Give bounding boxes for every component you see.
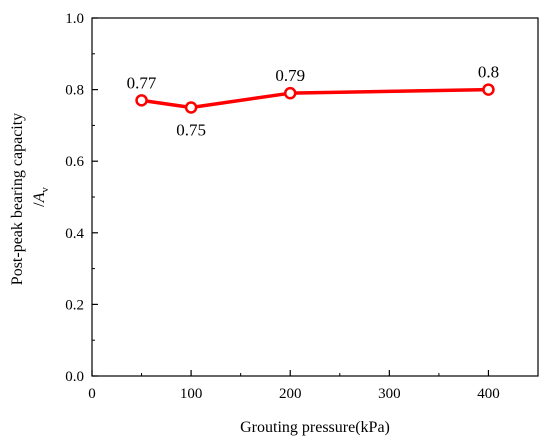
data-label: 0.75 [176,121,206,140]
x-axis-title: Grouting pressure(kPa) [240,419,390,436]
y-tick-label: 1.0 [65,11,84,27]
x-axis-ticks: 0 100 200 300 400 [88,370,500,402]
y-axis-title-subscript: v [39,187,51,193]
x-tick-label: 400 [477,386,500,402]
y-tick-label: 0.6 [65,154,84,170]
data-point [135,94,148,107]
y-tick-label: 0.4 [65,226,84,242]
y-axis-ticks: 0.0 0.2 0.4 0.6 0.8 1.0 [65,11,98,385]
plot-area [91,17,539,377]
data-label: 0.77 [127,73,157,92]
y-axis-title: Post-peak bearing capacity /Av [9,109,51,285]
series-line [141,87,489,110]
y-axis-title-line1: Post-peak bearing capacity [9,113,26,285]
data-labels: 0.77 0.75 0.79 0.8 [127,63,499,140]
data-point [482,83,495,96]
x-tick-label: 200 [279,386,302,402]
series-layer [135,83,495,114]
y-tick-label: 0.2 [65,297,84,313]
x-tick-label: 100 [180,386,203,402]
data-label: 0.8 [478,63,499,82]
data-label: 0.79 [275,66,305,85]
y-tick-label: 0.8 [65,83,84,99]
plot-frame [91,17,539,377]
x-tick-label: 300 [378,386,401,402]
x-tick-label: 0 [88,386,96,402]
data-point [184,101,198,114]
y-tick-label: 0.0 [65,369,84,385]
data-point [283,86,297,100]
y-axis-title-prefix: / [31,202,48,207]
y-axis-title-symbol: A [31,192,48,203]
